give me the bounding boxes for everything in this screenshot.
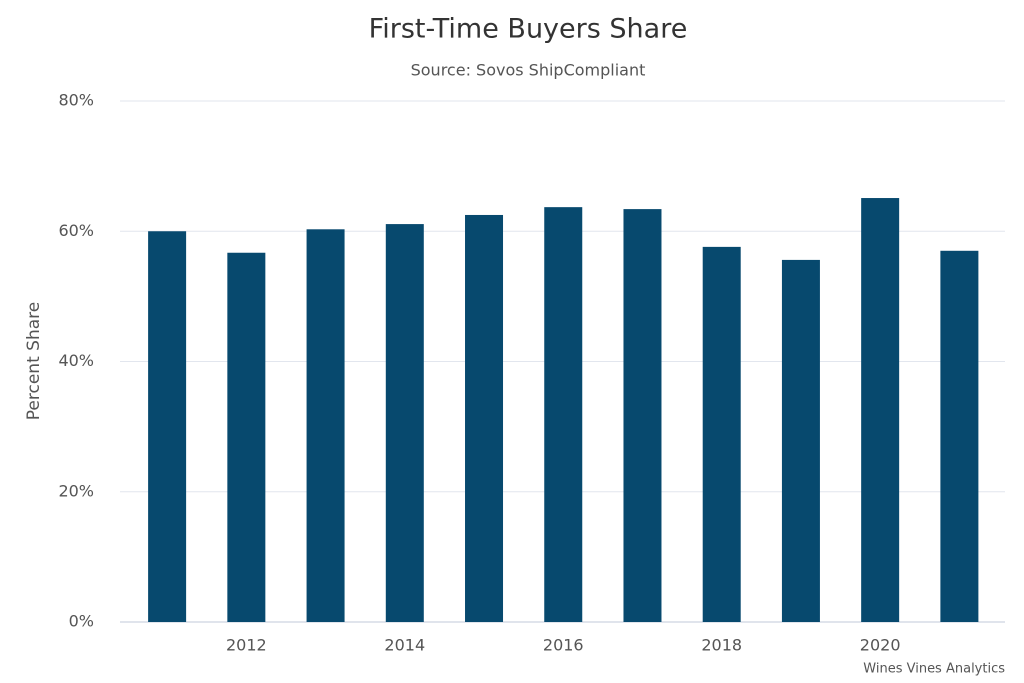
bar <box>623 209 662 623</box>
bar <box>306 229 345 622</box>
x-tick-label: 2020 <box>860 636 901 655</box>
bar <box>544 207 583 622</box>
credit: Wines Vines Analytics <box>863 662 1005 677</box>
bar <box>148 231 187 622</box>
bar <box>465 214 504 622</box>
bar <box>702 246 741 622</box>
y-tick-label: 40% <box>58 351 94 370</box>
bar <box>385 224 424 622</box>
chart-title: First-Time Buyers Share <box>369 14 688 45</box>
y-tick-label: 20% <box>58 481 94 500</box>
y-tick-label: 80% <box>58 91 94 110</box>
x-tick-label: 2012 <box>226 636 267 655</box>
y-axis-label: Percent Share <box>24 302 44 420</box>
x-tick-label: 2016 <box>543 636 584 655</box>
y-tick-label: 0% <box>69 612 94 631</box>
y-tick-label: 60% <box>58 221 94 240</box>
x-tick-label: 2014 <box>384 636 425 655</box>
bar <box>940 250 979 622</box>
chart-subtitle: Source: Sovos ShipCompliant <box>411 61 646 80</box>
bar <box>227 252 266 622</box>
bar <box>781 259 820 622</box>
bar <box>861 198 900 622</box>
x-tick-label: 2018 <box>701 636 742 655</box>
